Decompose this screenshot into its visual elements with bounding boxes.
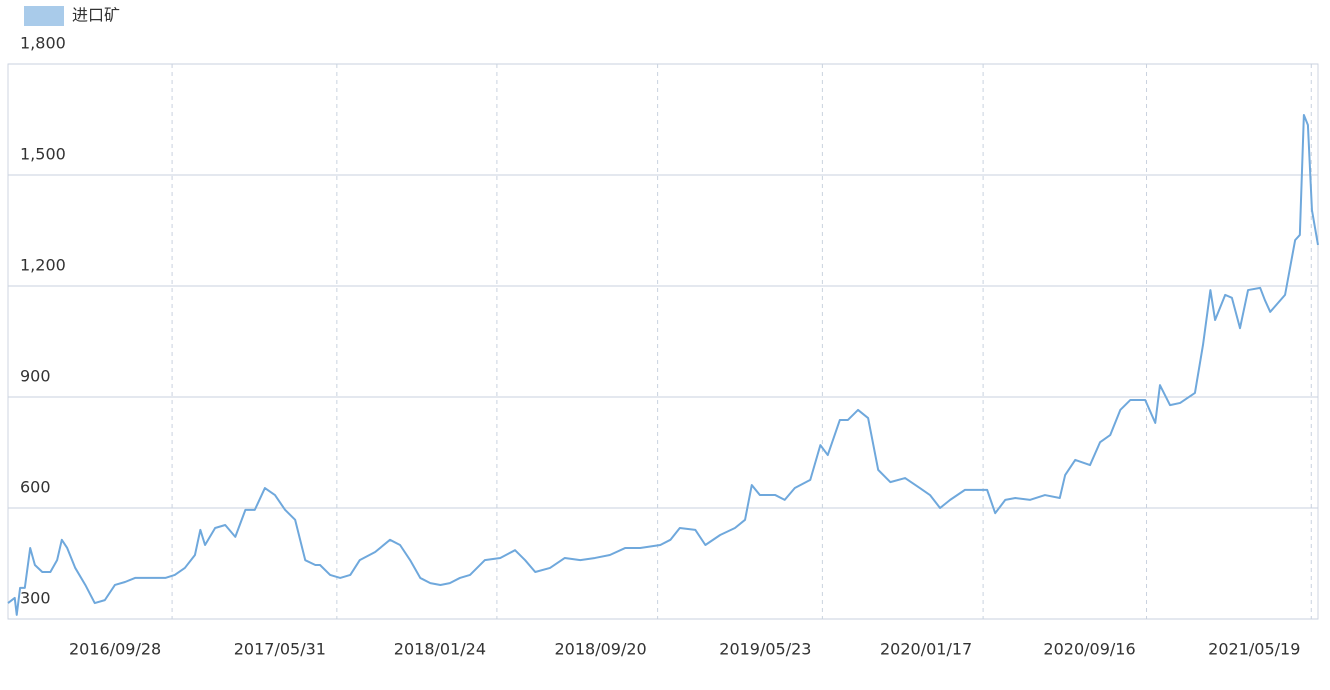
y-tick-label: 600 (20, 478, 51, 497)
x-tick-label: 2021/05/19 (1208, 640, 1300, 659)
legend-swatch (24, 6, 64, 26)
x-tick-label: 2018/09/20 (555, 640, 647, 659)
x-tick-label: 2016/09/28 (69, 640, 161, 659)
x-tick-label: 2020/01/17 (880, 640, 972, 659)
y-tick-label: 1,200 (20, 256, 66, 275)
data-line (7, 114, 1319, 616)
y-tick-label: 300 (20, 589, 51, 608)
plot-frame (7, 63, 1319, 620)
legend-label: 进口矿 (72, 6, 120, 25)
y-tick-label: 900 (20, 367, 51, 386)
x-tick-label: 2018/01/24 (394, 640, 486, 659)
x-tick-label: 2017/05/31 (234, 640, 326, 659)
x-tick-label: 2020/09/16 (1043, 640, 1135, 659)
x-tick-label: 2019/05/23 (719, 640, 811, 659)
y-tick-label: 1,800 (20, 34, 66, 53)
y-tick-label: 1,500 (20, 145, 66, 164)
